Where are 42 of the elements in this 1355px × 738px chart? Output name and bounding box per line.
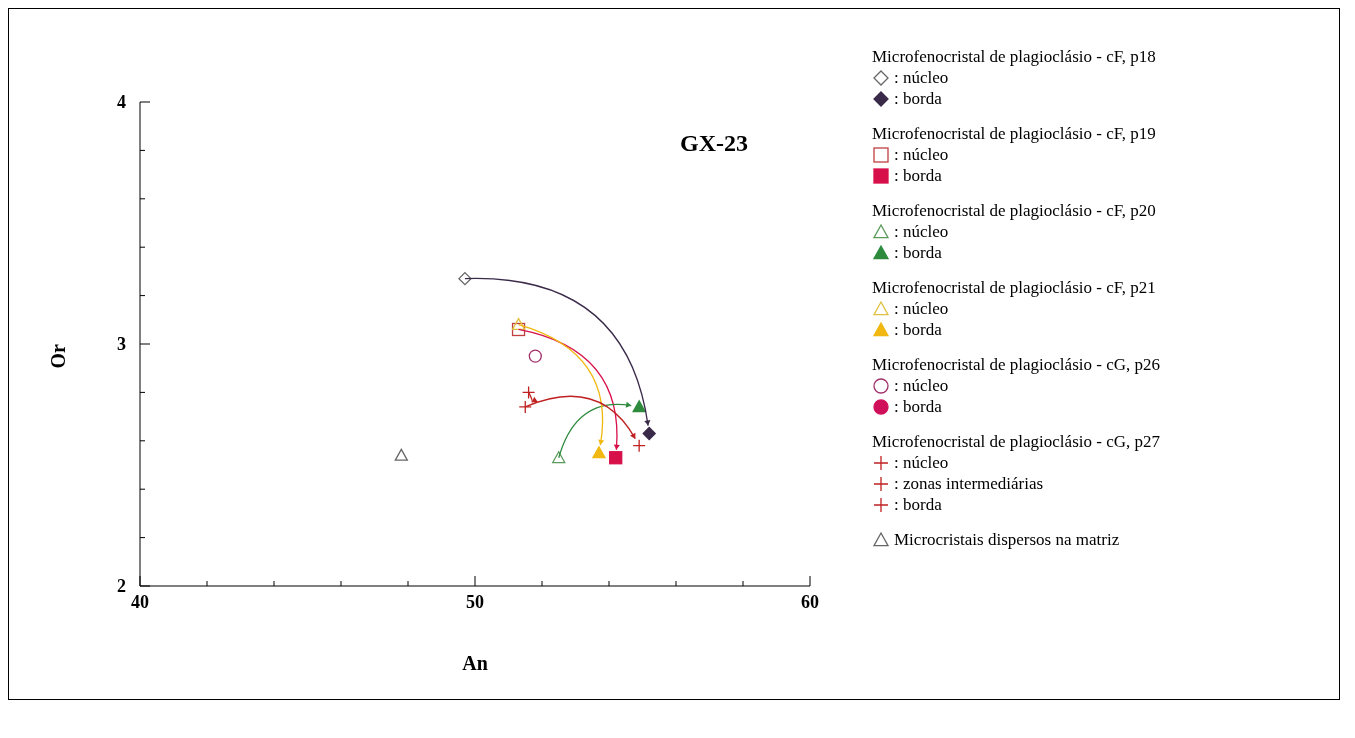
legend-label: : borda	[894, 242, 942, 263]
legend-label: : borda	[894, 319, 942, 340]
point	[458, 272, 472, 286]
text: Microfenocristal de plagioclásio - cG, p27	[872, 431, 1160, 452]
point	[632, 438, 646, 453]
legend-label: : núcleo	[894, 298, 949, 319]
text: Microfenocristal de plagioclásio - cF, p20	[872, 200, 1157, 221]
y-axis-title: Or	[47, 343, 70, 369]
text: Microfenocristal de plagioclásio - cF, p18	[872, 46, 1157, 67]
legend-label: : borda	[894, 494, 942, 515]
legend-label: : núcleo	[894, 67, 949, 88]
legend-label: : borda	[894, 396, 942, 417]
point	[511, 317, 526, 331]
x-tick-label: 50	[466, 592, 484, 612]
point	[632, 400, 646, 413]
legend-label: : borda	[894, 88, 942, 109]
legend-label: : zonas intermediárias	[894, 473, 1044, 494]
legend-label: Microcristais dispersos na matriz	[894, 529, 1120, 550]
y-tick-label: 4	[117, 92, 126, 112]
legend-label: : núcleo	[894, 375, 949, 396]
x-axis-title: An	[462, 652, 488, 675]
point	[394, 448, 408, 461]
x-tick-label: 60	[801, 592, 819, 612]
y-tick-label: 2	[117, 576, 126, 596]
point	[518, 400, 532, 414]
text: Microfenocristal de plagioclásio - cG, p26	[872, 354, 1160, 375]
point	[592, 446, 606, 459]
legend-label: : borda	[894, 165, 942, 186]
x-tick-label: 40	[131, 592, 149, 612]
point	[511, 322, 526, 337]
text: Microfenocristal de plagioclásio - cF, p21	[872, 277, 1157, 298]
text: Microfenocristal de plagioclásio - cF, p19	[872, 123, 1157, 144]
point	[642, 426, 656, 441]
text: GX-23	[680, 130, 748, 157]
point	[528, 349, 542, 363]
point	[521, 385, 536, 400]
legend-label: : núcleo	[894, 452, 949, 473]
y-tick-label: 3	[117, 334, 126, 354]
legend-label: : núcleo	[894, 144, 949, 165]
point	[609, 451, 623, 465]
legend-label: : núcleo	[894, 221, 949, 242]
point	[552, 451, 566, 464]
